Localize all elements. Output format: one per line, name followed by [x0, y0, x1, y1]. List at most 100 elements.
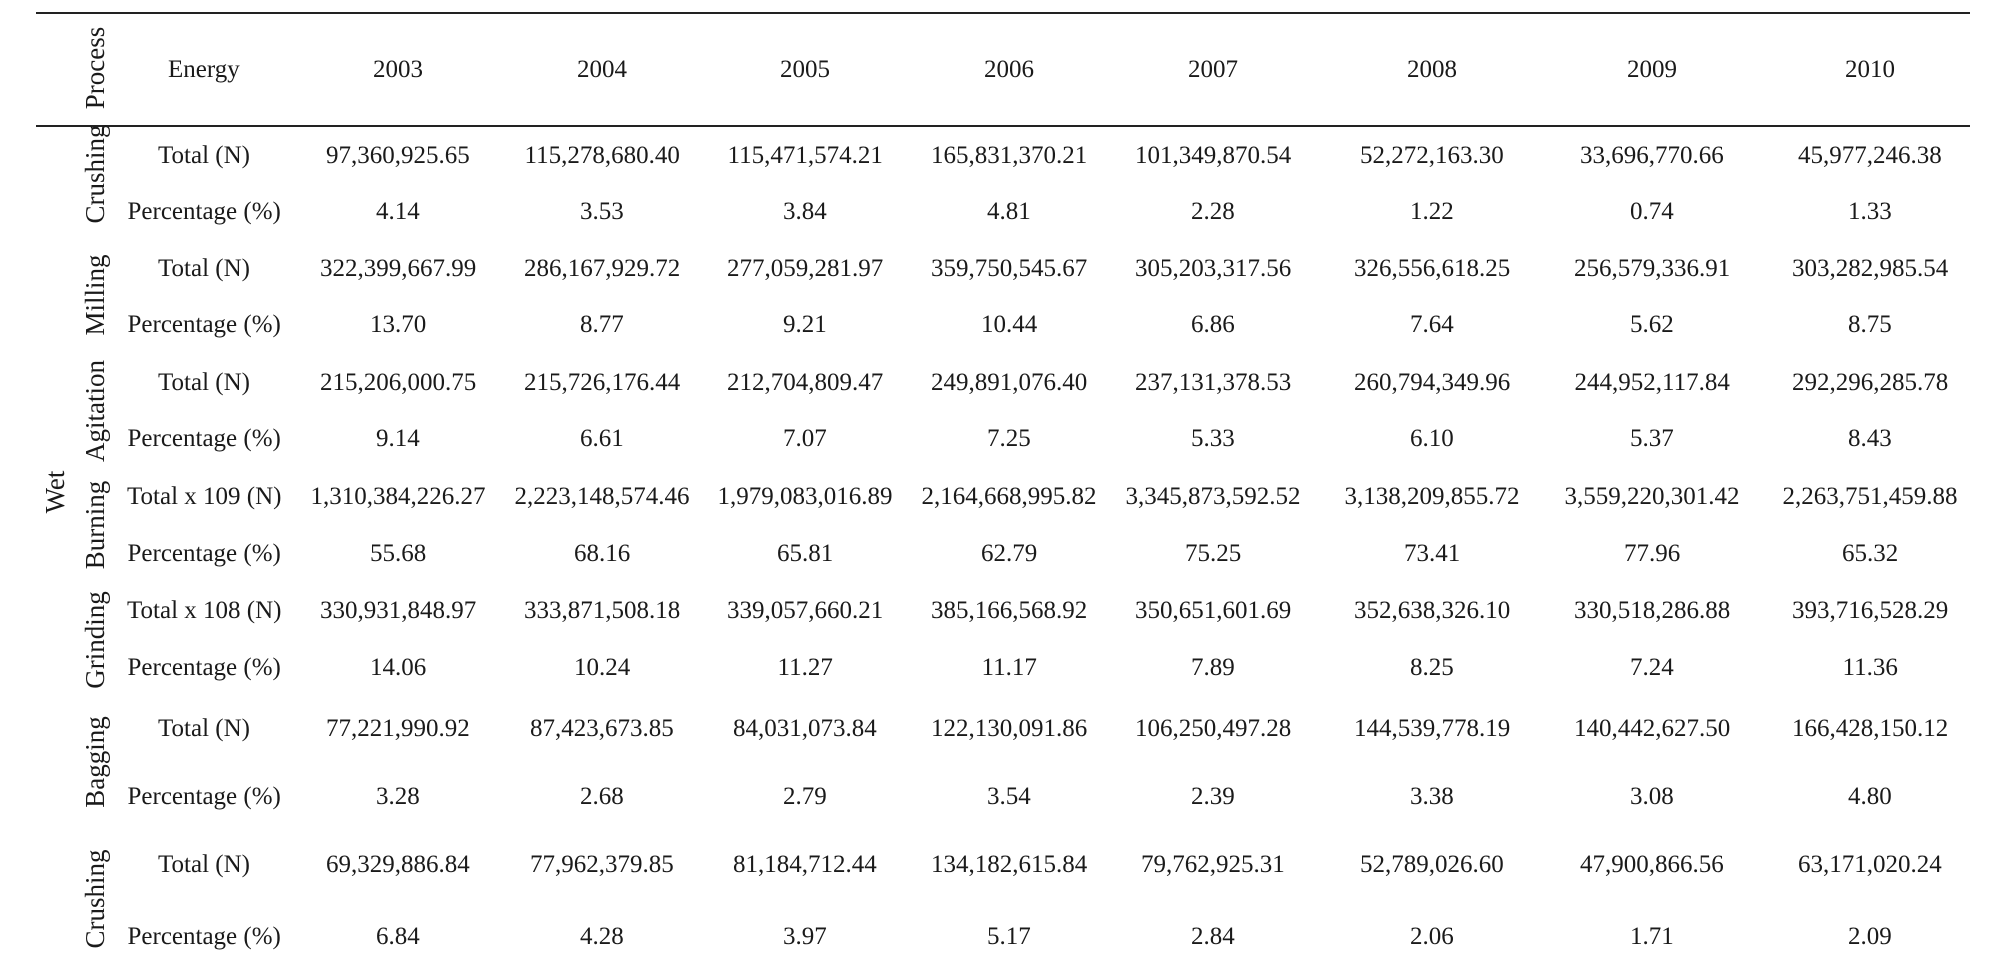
year-header-2010: 2010 [1845, 56, 1895, 83]
group-label-wet: Wet [40, 470, 70, 514]
table-cell: 8.43 [1848, 425, 1892, 452]
table-cell: 75.25 [1185, 540, 1242, 567]
table-cell: 87,423,673.85 [530, 715, 674, 742]
table-cell: 1,310,384,226.27 [310, 483, 486, 510]
table-cell: 4.14 [376, 198, 420, 225]
table-cell: 3.54 [987, 783, 1031, 810]
table-cell: 350,651,601.69 [1135, 597, 1292, 624]
energy-label: Total (N) [158, 255, 250, 282]
table-cell: 2.06 [1410, 923, 1454, 950]
year-header-2005: 2005 [780, 56, 830, 83]
table-cell: 305,203,317.56 [1135, 255, 1292, 282]
energy-label: Percentage (%) [127, 540, 281, 567]
energy-label: Percentage (%) [127, 311, 281, 338]
table-cell: 333,871,508.18 [524, 597, 681, 624]
table-cell: 5.17 [987, 923, 1031, 950]
table-cell: 3,559,220,301.42 [1564, 483, 1740, 510]
table-cell: 303,282,985.54 [1792, 255, 1949, 282]
table-cell: 215,726,176.44 [524, 369, 681, 396]
table-cell: 3.38 [1410, 783, 1454, 810]
table-cell: 339,057,660.21 [727, 597, 884, 624]
process-label-crushing: Crushing [80, 849, 110, 949]
table-cell: 286,167,929.72 [524, 255, 681, 282]
table-cell: 73.41 [1404, 540, 1461, 567]
table-cell: 79,762,925.31 [1141, 851, 1285, 878]
table-cell: 52,789,026.60 [1360, 851, 1504, 878]
table-cell: 8.77 [580, 311, 624, 338]
table-cell: 8.25 [1410, 654, 1454, 681]
table-cell: 2,263,751,459.88 [1782, 483, 1958, 510]
table-cell: 2.84 [1191, 923, 1235, 950]
table-cell: 63,171,020.24 [1798, 851, 1942, 878]
table-cell: 2,223,148,574.46 [514, 483, 690, 510]
table-cell: 14.06 [370, 654, 427, 681]
table-cell: 3.08 [1630, 783, 1674, 810]
energy-label: Total x 108 (N) [127, 597, 282, 624]
table-cell: 1.71 [1630, 923, 1674, 950]
table-cell: 7.25 [987, 425, 1031, 452]
table-cell: 9.14 [376, 425, 420, 452]
table-cell: 292,296,285.78 [1792, 369, 1949, 396]
table-cell: 68.16 [574, 540, 631, 567]
table-cell: 166,428,150.12 [1792, 715, 1949, 742]
table-cell: 140,442,627.50 [1574, 715, 1731, 742]
table-cell: 81,184,712.44 [733, 851, 877, 878]
table-cell: 212,704,809.47 [727, 369, 884, 396]
table-cell: 1.33 [1848, 198, 1892, 225]
table-cell: 101,349,870.54 [1135, 142, 1292, 169]
table-cell: 9.21 [783, 311, 827, 338]
year-header-2007: 2007 [1188, 56, 1238, 83]
year-header-2003: 2003 [373, 56, 423, 83]
table-cell: 5.33 [1191, 425, 1235, 452]
table-cell: 326,556,618.25 [1354, 255, 1511, 282]
table-cell: 385,166,568.92 [931, 597, 1088, 624]
table-cell: 4.80 [1848, 783, 1892, 810]
table-cell: 256,579,336.91 [1574, 255, 1731, 282]
table-cell: 13.70 [370, 311, 427, 338]
table-cell: 8.75 [1848, 311, 1892, 338]
table-cell: 77,962,379.85 [530, 851, 674, 878]
table-cell: 84,031,073.84 [733, 715, 877, 742]
table-cell: 6.10 [1410, 425, 1454, 452]
table-cell: 10.24 [574, 654, 631, 681]
process-label-bagging: Bagging [80, 716, 110, 808]
energy-label: Total x 109 (N) [127, 483, 282, 510]
energy-header: Energy [168, 56, 240, 83]
table-cell: 11.36 [1842, 654, 1898, 681]
table-cell: 7.64 [1410, 311, 1454, 338]
table-cell: 134,182,615.84 [931, 851, 1088, 878]
energy-label: Percentage (%) [127, 425, 281, 452]
table-cell: 115,278,680.40 [524, 142, 680, 169]
table-cell: 52,272,163.30 [1360, 142, 1504, 169]
table-cell: 3.84 [783, 198, 827, 225]
table-cell: 1,979,083,016.89 [717, 483, 893, 510]
table-cell: 260,794,349.96 [1354, 369, 1511, 396]
process-label-crushing: Crushing [80, 124, 110, 224]
table-cell: 144,539,778.19 [1354, 715, 1511, 742]
table-cell: 6.86 [1191, 311, 1235, 338]
year-header-2009: 2009 [1627, 56, 1677, 83]
table-cell: 2.68 [580, 783, 624, 810]
table-cell: 6.61 [580, 425, 624, 452]
table-cell: 249,891,076.40 [931, 369, 1088, 396]
energy-label: Total (N) [158, 851, 250, 878]
energy-label: Total (N) [158, 715, 250, 742]
table-cell: 3,345,873,592.52 [1125, 483, 1301, 510]
energy-label: Percentage (%) [127, 783, 281, 810]
table-cell: 2.28 [1191, 198, 1235, 225]
table-cell: 11.27 [777, 654, 833, 681]
process-label-burning: Burning [80, 480, 110, 570]
table-cell: 4.28 [580, 923, 624, 950]
table-cell: 393,716,528.29 [1792, 597, 1949, 624]
table-cell: 322,399,667.99 [320, 255, 477, 282]
energy-label: Total (N) [158, 369, 250, 396]
table-cell: 3.28 [376, 783, 420, 810]
table-cell: 65.81 [777, 540, 834, 567]
process-label-agitation: Agitation [80, 360, 110, 462]
table-cell: 2.09 [1848, 923, 1892, 950]
table-cell: 122,130,091.86 [931, 715, 1088, 742]
year-header-2008: 2008 [1407, 56, 1457, 83]
process-label-grinding: Grinding [80, 591, 110, 689]
table-cell: 0.74 [1630, 198, 1674, 225]
